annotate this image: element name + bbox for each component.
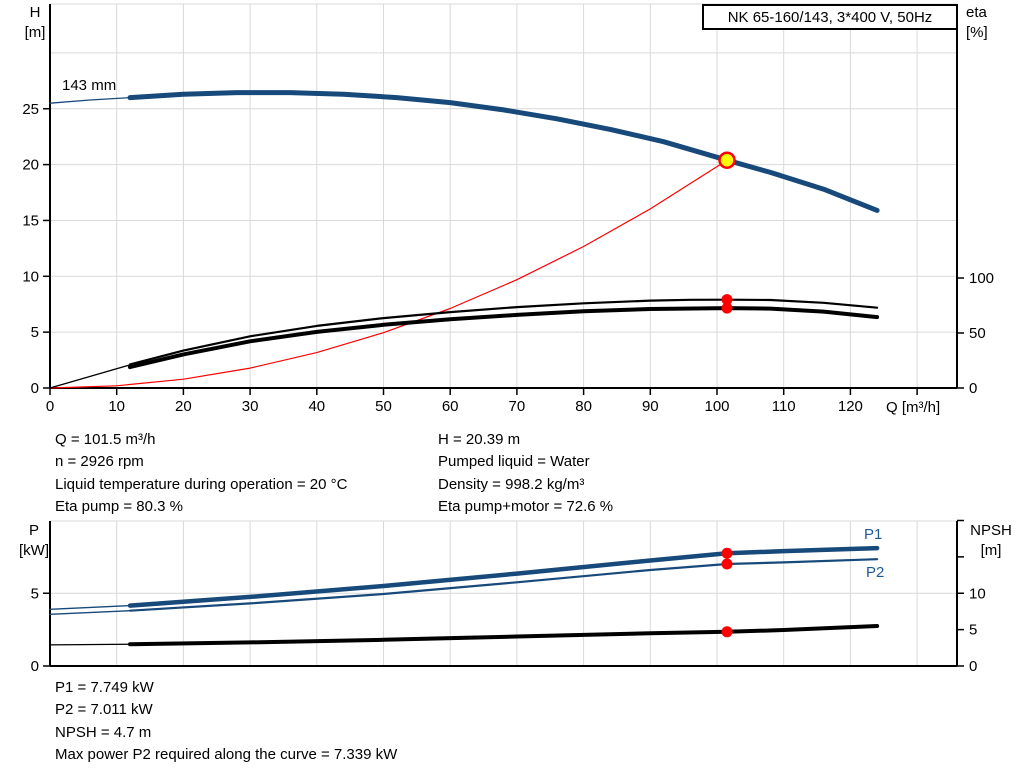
x-tick-label: 0 — [46, 398, 54, 415]
power-npsh-result-point — [721, 626, 733, 638]
upper-right-axis-title: eta [%] — [966, 3, 1010, 43]
npsh-axis-unit: [m] — [980, 542, 1002, 559]
result-eta-pump-motor: Eta pump+motor = 72.6 % — [438, 498, 614, 516]
results-upper-left: Q = 101.5 m³/h n = 2926 rpm Liquid tempe… — [55, 429, 347, 519]
eta-result-point — [721, 302, 733, 314]
lower-right-axis-title: NPSH [m] — [965, 521, 1017, 561]
results-lower: P1 = 7.749 kW P2 = 7.011 kW NPSH = 4.7 m… — [55, 677, 397, 767]
x-tick-label: 100 — [704, 398, 729, 415]
x-tick-label: 120 — [838, 398, 863, 415]
left-tick-label: 5 — [31, 585, 39, 602]
eta-pump-curve-line — [128, 298, 879, 366]
result-npsh: NPSH = 4.7 m — [55, 723, 152, 741]
right-tick-label: 0 — [969, 658, 977, 675]
p2-curve-line — [128, 558, 879, 612]
p-axis-symbol: P — [28, 522, 39, 539]
x-tick-label: 90 — [642, 398, 659, 415]
right-tick-label: 10 — [969, 585, 986, 602]
x-tick-label: 50 — [375, 398, 392, 415]
result-q: Q = 101.5 m³/h — [55, 431, 156, 448]
system-curve-line — [49, 159, 728, 389]
eta-curves-lead-line — [49, 364, 131, 389]
pump-title-box: NK 65-160/143, 3*400 V, 50Hz — [702, 4, 958, 30]
right-tick-label: 0 — [969, 380, 977, 397]
x-tick-label: 110 — [772, 398, 796, 415]
result-density: Density = 998.2 kg/m³ — [438, 475, 585, 493]
npsh-curve-lead-line — [49, 643, 131, 646]
npsh-curve-line — [128, 624, 880, 647]
eta-result-point — [721, 294, 733, 306]
right-tick-label: 100 — [969, 270, 994, 287]
right-tick-label: 5 — [969, 622, 977, 639]
results-upper-right: H = 20.39 m Pumped liquid = Water Densit… — [438, 429, 613, 519]
left-tick-label: 20 — [22, 157, 39, 174]
x-tick-label: 30 — [242, 398, 259, 415]
left-tick-label: 10 — [22, 268, 39, 285]
head-curve-line — [127, 90, 880, 213]
pump-title: NK 65-160/143, 3*400 V, 50Hz — [727, 8, 933, 26]
result-eta-pump: Eta pump = 80.3 % — [55, 498, 183, 516]
eta-axis-symbol: eta — [966, 4, 987, 21]
result-liquid-temperature: Liquid temperature during operation = 20… — [55, 475, 348, 493]
result-pumped-liquid: Pumped liquid = Water — [438, 453, 590, 471]
upper-left-axis-title: H [m] — [16, 3, 54, 43]
p1-curve-line — [127, 545, 880, 608]
result-h: H = 20.39 m — [438, 431, 521, 448]
x-tick-label: 80 — [575, 398, 592, 415]
right-tick-label: 50 — [969, 325, 986, 342]
x-tick-label: 60 — [442, 398, 459, 415]
impeller-diameter-label: 143 mm — [62, 77, 117, 94]
result-p1: P1 = 7.749 kW — [55, 679, 154, 696]
left-tick-label: 15 — [22, 212, 39, 229]
p2-curve-lead-line — [49, 610, 131, 615]
left-tick-label: 0 — [31, 380, 39, 397]
p1-curve-label: P1 — [864, 526, 883, 543]
p2-curve-label: P2 — [866, 564, 885, 581]
lower-left-axis-title: P [kW] — [14, 521, 54, 561]
h-axis-symbol: H — [29, 4, 41, 21]
head-curve-lead-line — [49, 96, 131, 104]
result-max-power: Max power P2 required along the curve = … — [55, 746, 398, 764]
left-tick-label: 5 — [31, 324, 39, 341]
q-axis-label: Q [m³/h] — [886, 399, 941, 416]
power-npsh-result-point — [721, 558, 733, 570]
duty-point-marker[interactable] — [718, 151, 736, 169]
h-axis-unit: [m] — [24, 24, 46, 41]
x-tick-label: 20 — [175, 398, 192, 415]
result-p2: P2 = 7.011 kW — [55, 701, 153, 719]
left-tick-label: 0 — [31, 658, 39, 675]
x-tick-label: 40 — [308, 398, 325, 415]
result-speed: n = 2926 rpm — [55, 453, 144, 471]
p1-curve-lead-line — [49, 604, 131, 610]
x-tick-label: 10 — [108, 398, 125, 415]
npsh-axis-symbol: NPSH — [970, 522, 1012, 539]
eta-pump-motor-curve-line — [128, 306, 880, 370]
p-axis-unit: [kW] — [19, 542, 49, 559]
left-tick-label: 25 — [22, 101, 39, 118]
x-tick-label: 70 — [509, 398, 526, 415]
power-npsh-result-point — [721, 547, 733, 559]
eta-axis-unit: [%] — [966, 24, 988, 41]
